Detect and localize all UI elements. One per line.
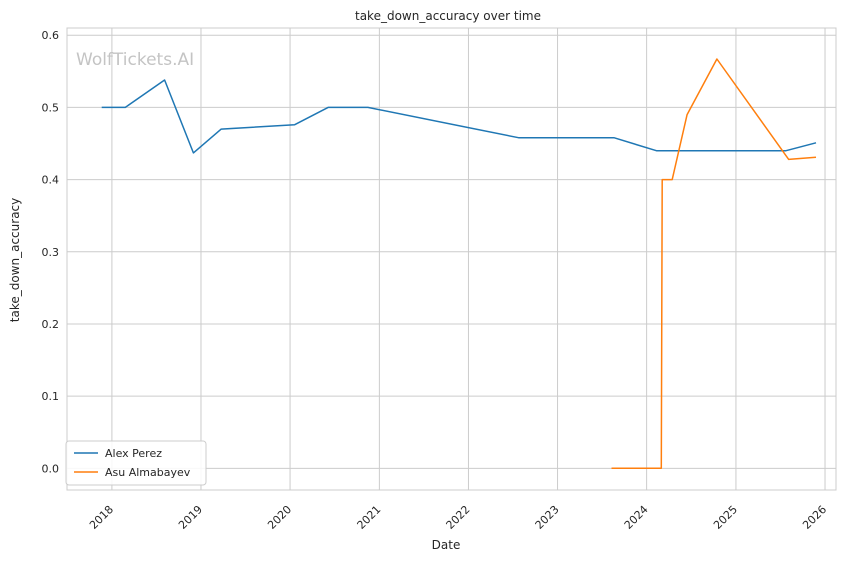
legend: Alex Perez Asu Almabayev <box>65 440 207 486</box>
watermark: WolfTickets.AI <box>76 50 194 70</box>
y-tick-label: 0.2 <box>42 318 60 331</box>
data-point <box>784 149 788 153</box>
legend-box <box>65 440 207 486</box>
data-point <box>787 157 791 161</box>
grid <box>67 28 836 490</box>
data-point <box>123 105 127 109</box>
y-axis-label: take_down_accuracy <box>8 198 22 322</box>
data-point <box>654 149 658 153</box>
x-tick-label: 2023 <box>533 503 562 532</box>
x-axis-label: Date <box>432 538 461 552</box>
data-point <box>609 466 613 470</box>
legend-label: Alex Perez <box>105 447 162 460</box>
y-tick-label: 0.5 <box>42 101 60 114</box>
data-point <box>715 57 719 61</box>
series-layer <box>100 57 818 470</box>
x-tick-label: 2026 <box>800 503 829 532</box>
x-tick-label: 2022 <box>444 503 473 532</box>
x-tick-label: 2019 <box>176 503 205 532</box>
data-point <box>814 141 818 145</box>
series-line <box>101 79 817 154</box>
data-point <box>516 136 520 140</box>
x-tick-label: 2021 <box>355 503 384 532</box>
y-tick-label: 0.1 <box>42 390 60 403</box>
series-line <box>611 58 817 470</box>
data-point <box>163 78 167 82</box>
data-point <box>191 151 195 155</box>
series-0 <box>100 78 818 155</box>
data-point <box>100 105 104 109</box>
data-point <box>366 105 370 109</box>
y-tick-label: 0.4 <box>42 174 60 187</box>
data-point <box>219 127 223 131</box>
data-point <box>670 178 674 182</box>
x-tick-label: 2024 <box>622 503 651 532</box>
data-point <box>660 178 664 182</box>
y-tick-label: 0.3 <box>42 246 60 259</box>
x-tick-label: 2020 <box>265 503 294 532</box>
data-point <box>326 105 330 109</box>
data-point <box>293 123 297 127</box>
data-point <box>814 155 818 159</box>
legend-label: Asu Almabayev <box>105 466 191 479</box>
data-point <box>685 113 689 117</box>
plot-area <box>67 28 836 490</box>
data-point <box>659 466 663 470</box>
y-tick-label: 0.0 <box>42 462 60 475</box>
data-point <box>612 136 616 140</box>
x-tick-label: 2025 <box>711 503 740 532</box>
x-tick-label: 2018 <box>87 503 116 532</box>
y-tick-labels: 0.0 0.1 0.2 0.3 0.4 0.5 0.6 <box>42 29 60 475</box>
series-1 <box>609 57 818 470</box>
x-tick-labels: 2018 2019 2020 2021 2022 2023 2024 2025 2026 <box>87 503 829 532</box>
y-tick-label: 0.6 <box>42 29 60 42</box>
chart-title: take_down_accuracy over time <box>355 9 541 23</box>
plot-frame <box>66 27 837 491</box>
